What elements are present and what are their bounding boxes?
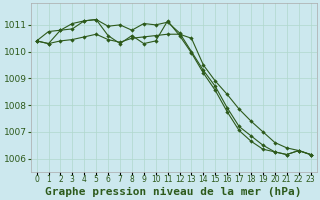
X-axis label: Graphe pression niveau de la mer (hPa): Graphe pression niveau de la mer (hPa) — [45, 186, 302, 197]
